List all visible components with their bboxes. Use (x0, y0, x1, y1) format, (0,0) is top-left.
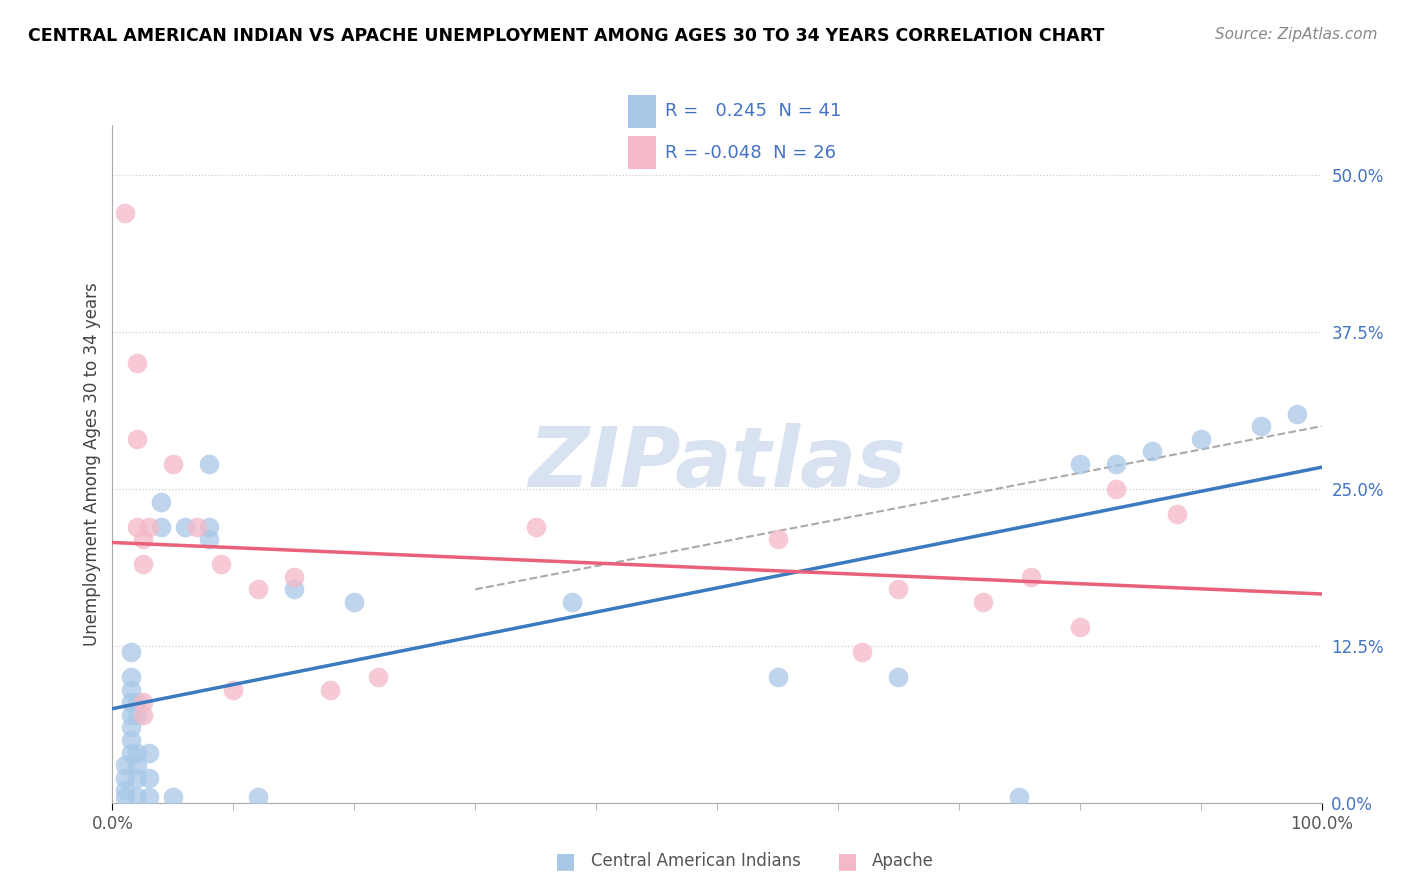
Text: R = -0.048  N = 26: R = -0.048 N = 26 (665, 145, 837, 162)
Point (120, 721, 142, 735)
Point (138, 789, 160, 804)
Point (120, 746, 142, 760)
Text: CENTRAL AMERICAN INDIAN VS APACHE UNEMPLOYMENT AMONG AGES 30 TO 34 YEARS CORRELA: CENTRAL AMERICAN INDIAN VS APACHE UNEMPL… (28, 27, 1105, 45)
Point (125, 519, 148, 533)
Point (132, 558, 155, 572)
Point (114, 783, 136, 797)
Text: ZIPatlas: ZIPatlas (529, 424, 905, 504)
Point (283, 582, 305, 597)
Text: ■: ■ (555, 851, 576, 871)
Point (1069, 620, 1091, 634)
Point (114, 206, 136, 220)
Point (343, 595, 366, 609)
Point (138, 771, 160, 785)
Point (319, 682, 342, 697)
Text: Central American Indians: Central American Indians (591, 852, 800, 870)
Point (125, 746, 148, 760)
Point (246, 582, 269, 597)
Point (162, 457, 184, 471)
Text: R =   0.245  N = 41: R = 0.245 N = 41 (665, 103, 841, 120)
Point (132, 695, 155, 709)
Point (125, 758, 148, 772)
Text: ■: ■ (837, 851, 858, 871)
Point (1105, 457, 1128, 471)
Point (114, 758, 136, 772)
Point (1250, 419, 1272, 434)
Point (246, 789, 269, 804)
Point (120, 645, 142, 659)
Point (561, 595, 583, 609)
Point (367, 670, 389, 684)
Point (972, 595, 994, 609)
Point (162, 789, 184, 804)
Point (1166, 507, 1188, 521)
Point (1105, 482, 1128, 496)
Point (766, 670, 789, 684)
Point (132, 532, 155, 546)
Point (114, 771, 136, 785)
Bar (628, 136, 655, 169)
Point (1286, 407, 1309, 421)
Point (887, 582, 910, 597)
Point (174, 519, 197, 533)
Point (120, 695, 142, 709)
Point (120, 707, 142, 722)
Point (114, 789, 136, 804)
Point (125, 356, 148, 370)
Point (125, 695, 148, 709)
Point (120, 670, 142, 684)
Point (125, 432, 148, 446)
Point (198, 519, 221, 533)
Point (198, 532, 221, 546)
Point (1142, 444, 1164, 458)
Point (1008, 789, 1031, 804)
Text: Apache: Apache (872, 852, 934, 870)
Point (149, 494, 172, 508)
Point (198, 457, 221, 471)
Point (887, 670, 910, 684)
Point (1189, 432, 1212, 446)
Point (149, 519, 172, 533)
Point (120, 733, 142, 747)
Point (125, 789, 148, 804)
Point (138, 519, 160, 533)
Point (766, 532, 789, 546)
Bar (628, 95, 655, 128)
Point (209, 558, 232, 572)
Text: Source: ZipAtlas.com: Source: ZipAtlas.com (1215, 27, 1378, 42)
Point (524, 519, 547, 533)
Point (283, 570, 305, 584)
Point (222, 682, 245, 697)
Point (120, 682, 142, 697)
Point (132, 707, 155, 722)
Point (186, 519, 208, 533)
Y-axis label: Unemployment Among Ages 30 to 34 years: Unemployment Among Ages 30 to 34 years (83, 282, 101, 646)
Point (1069, 457, 1091, 471)
Point (1021, 570, 1043, 584)
Point (125, 771, 148, 785)
Point (138, 746, 160, 760)
Point (125, 707, 148, 722)
Point (851, 645, 873, 659)
